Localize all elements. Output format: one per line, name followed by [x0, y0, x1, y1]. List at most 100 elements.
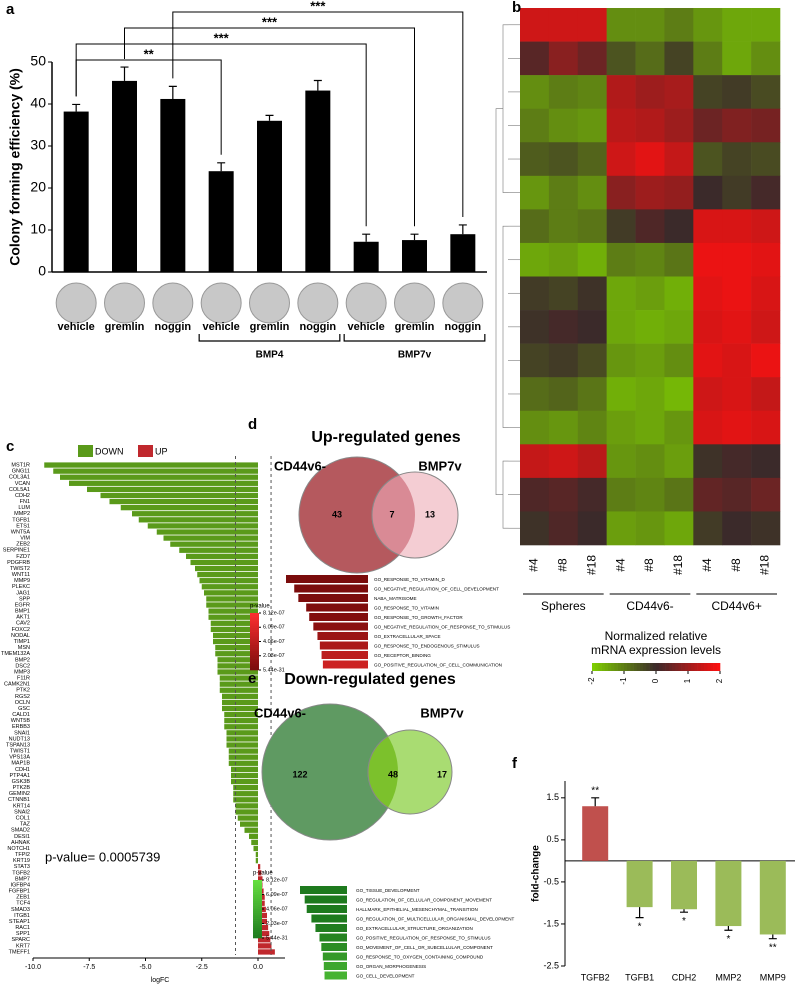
heatmap-cell — [693, 8, 723, 42]
colony-image — [345, 282, 387, 324]
heatmap-cell — [577, 209, 607, 244]
heatmap-cell — [722, 142, 752, 177]
colorbar-step — [601, 663, 606, 671]
heatmap-cell — [635, 276, 665, 311]
heatmap-cell — [693, 444, 723, 479]
y-tick-label: -0.5 — [543, 876, 559, 886]
error-bar — [120, 66, 129, 81]
error-bar — [362, 233, 371, 242]
heatmap-cell — [722, 242, 752, 277]
significance: * — [638, 921, 642, 932]
sample-label: #4 — [613, 558, 627, 572]
bar — [298, 594, 368, 602]
sample-label: #4 — [527, 558, 541, 572]
colorbar-step — [253, 910, 262, 914]
y-tick-label: EGFR — [15, 602, 30, 608]
colorbar-step — [716, 663, 721, 671]
y-tick-label: IGFBP4 — [10, 882, 30, 888]
colorbar-step — [253, 928, 262, 931]
y-tick-label: LUM — [18, 505, 30, 511]
colorbar-tick-label: 0 — [651, 678, 660, 683]
x-tick-label: noggin — [445, 321, 482, 333]
bar — [163, 535, 258, 541]
heatmap-cell — [548, 242, 579, 277]
x-tick-label: MMP9 — [760, 972, 786, 982]
y-tick-label: 0 — [38, 263, 46, 279]
bar-label: GO_NEGATIVE_REGULATION_OF_CELL_DEVELOPME… — [374, 586, 499, 591]
x-tick-label: TGFB2 — [581, 972, 610, 982]
colorbar-step — [672, 663, 676, 671]
significance: *** — [214, 30, 230, 45]
colorbar-step — [694, 663, 698, 671]
y-tick-label: WNT5A — [11, 529, 31, 535]
bar — [294, 584, 368, 593]
heatmap-cell — [548, 310, 579, 344]
y-tick-label: TAZ — [20, 822, 31, 828]
heatmap-cell — [577, 75, 607, 109]
bar — [309, 613, 368, 621]
bar — [226, 736, 258, 742]
heatmap-cell — [693, 108, 723, 143]
heatmap-cell — [577, 41, 607, 76]
y-tick-label: SPP — [19, 596, 30, 602]
significance: ** — [769, 942, 777, 953]
heatmap-cell — [577, 511, 607, 546]
bar — [109, 498, 258, 505]
y-tick-label: AHNAK — [11, 840, 30, 846]
colorbar-step — [620, 663, 625, 671]
bar — [255, 858, 258, 864]
bar — [219, 681, 258, 687]
y-tick-label: PTP4A1 — [10, 773, 30, 779]
y-tick-label: TMEFF1 — [9, 949, 30, 955]
bar — [215, 651, 258, 657]
bar — [208, 608, 258, 614]
heatmap-cell — [693, 276, 723, 311]
bar — [228, 760, 258, 766]
bar-label: GO_RESPONSE_TO_ENDOGENOUS_STIMULUS — [374, 643, 480, 648]
heatmap-cell — [577, 242, 607, 277]
significance: *** — [310, 0, 326, 13]
colorbar-tick-label: 2 — [715, 678, 724, 683]
sample-label: #18 — [671, 555, 685, 575]
bar-label: GO_POSITIVE_REGULATION_OF_RESPONSE_TO_ST… — [356, 935, 491, 940]
heatmap-cell — [751, 209, 781, 244]
colorbar-step — [649, 663, 654, 671]
venn-set-label: CD44v6- — [274, 458, 326, 473]
heatmap-cell — [606, 108, 636, 143]
bar — [231, 766, 258, 773]
bar-label: GO_EXTRACELLULAR_STRUCTURE_ORGANIZATION — [356, 926, 473, 931]
bar — [217, 663, 258, 669]
colorbar-step — [250, 622, 259, 625]
bar — [197, 571, 258, 578]
colorbar-step — [643, 663, 647, 671]
heatmap-cell — [722, 377, 752, 412]
sample-label: #8 — [556, 558, 570, 572]
heatmap-cell — [577, 8, 607, 42]
heatmap-cell — [520, 242, 550, 277]
x-tick-label: MMP2 — [715, 972, 741, 982]
heatmap-cell — [664, 310, 694, 344]
bar — [286, 575, 368, 583]
colorbar-step — [250, 645, 259, 648]
heatmap-cell — [751, 8, 781, 42]
heatmap-cell — [722, 343, 752, 378]
colorbar-step — [691, 663, 695, 671]
heatmap-cell — [635, 8, 665, 42]
y-tick-label: RGS2 — [15, 694, 30, 700]
y-tick-label: BMP7 — [15, 876, 30, 882]
heatmap-cell — [577, 175, 607, 210]
bar — [306, 905, 347, 913]
bar — [233, 784, 258, 791]
y-tick-label: VPS13A — [9, 755, 30, 761]
annotation: p-value= 0.0005739 — [45, 849, 160, 864]
colorbar-step — [253, 920, 262, 923]
heatmap-cell — [664, 8, 694, 42]
colorbar-step — [250, 666, 259, 669]
heatmap-cell — [693, 41, 723, 76]
colorbar-step — [707, 663, 711, 671]
heatmap-cell — [577, 444, 607, 479]
bar-label: GO_CELL_DEVELOPMENT — [356, 973, 415, 978]
heatmap-cell — [548, 75, 579, 109]
heatmap-cell — [635, 410, 665, 445]
bar — [626, 860, 653, 908]
